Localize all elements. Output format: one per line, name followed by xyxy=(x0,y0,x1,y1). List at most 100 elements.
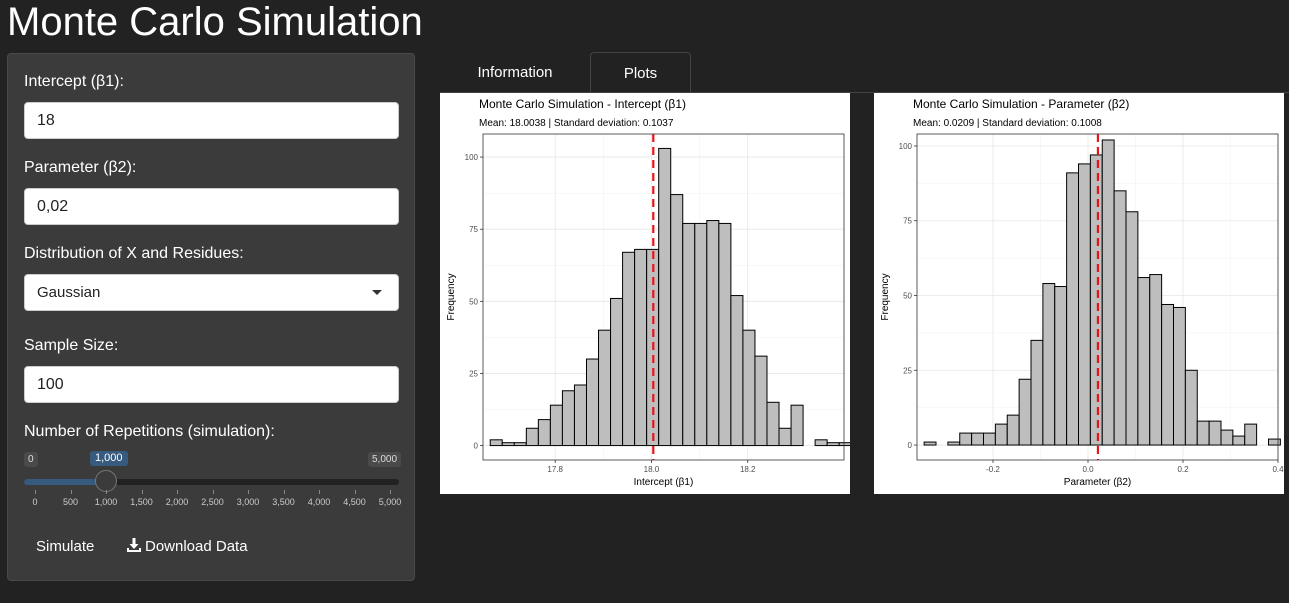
slider-tick-label: 2,000 xyxy=(165,497,189,507)
sidebar-panel: Intercept (β1): 18 Parameter (β2): 0,02 … xyxy=(7,53,415,581)
slider-max-badge: 5,000 xyxy=(368,452,402,467)
histogram-bar xyxy=(489,439,503,447)
slider-tick-label: 4,500 xyxy=(343,497,366,507)
histogram-bar xyxy=(610,297,624,447)
histogram-bar xyxy=(1149,274,1163,446)
chevron-down-icon xyxy=(372,290,382,295)
distribution-select[interactable]: Gaussian xyxy=(24,274,399,311)
sample-size-label: Sample Size: xyxy=(24,337,119,354)
parameter-histogram: Monte Carlo Simulation - Parameter (β2) M… xyxy=(880,97,1284,488)
histogram-bar xyxy=(838,442,850,447)
histogram-bar xyxy=(658,147,672,447)
chart-title: Monte Carlo Simulation - Intercept (β1) xyxy=(479,97,686,111)
slider-tick xyxy=(248,490,249,494)
histogram-bar xyxy=(971,432,984,446)
plot-border xyxy=(916,133,1279,461)
histogram-bar xyxy=(537,419,551,447)
histogram-bar xyxy=(994,423,1008,446)
y-tick-label: 25 xyxy=(469,369,478,378)
x-tick-label: 0.2 xyxy=(1177,465,1189,474)
histogram-bar xyxy=(1113,190,1127,446)
slider-tick-label: 500 xyxy=(62,497,79,507)
histogram-bar xyxy=(1018,378,1032,446)
histogram-bar xyxy=(1208,420,1222,446)
download-icon xyxy=(127,538,141,552)
y-tick-label: 75 xyxy=(469,225,478,234)
repetitions-slider-handle[interactable] xyxy=(95,470,117,492)
y-tick-label: 50 xyxy=(469,297,478,306)
x-tick-label: 18.2 xyxy=(740,465,756,474)
parameter-label: Parameter (β2): xyxy=(24,159,137,176)
y-axis-label: Frequency xyxy=(446,273,457,320)
histogram-bar xyxy=(501,442,515,447)
histogram-bar xyxy=(670,194,684,447)
histogram-bar xyxy=(682,222,696,447)
slider-tick-label: 1,000 xyxy=(94,497,118,507)
y-tick-label: 0 xyxy=(474,442,479,451)
x-tick-label: -0.2 xyxy=(986,465,1000,474)
slider-tick xyxy=(141,490,143,494)
histogram-bar xyxy=(923,441,937,446)
sample-size-input[interactable]: 100 xyxy=(24,366,399,403)
slider-tick-label: 0 xyxy=(32,497,38,507)
x-tick-label: 0.0 xyxy=(1082,465,1094,474)
histogram-bar xyxy=(549,404,563,447)
intercept-histogram-plot: Monte Carlo Simulation - Intercept (β1) M… xyxy=(440,93,850,494)
slider-tick xyxy=(354,490,356,494)
histogram-bar xyxy=(1006,414,1020,446)
histogram-bar xyxy=(718,222,732,447)
histogram-bar xyxy=(1101,139,1115,446)
histogram-bar xyxy=(573,384,587,447)
histogram-bar xyxy=(742,329,756,447)
tab-information[interactable]: Information xyxy=(477,64,553,81)
histogram-bar xyxy=(706,220,720,447)
x-axis-label: Parameter (β2) xyxy=(1064,477,1131,488)
histogram-bar xyxy=(634,248,648,447)
x-tick-label: 18.0 xyxy=(644,465,660,474)
chart-title: Monte Carlo Simulation - Parameter (β2) xyxy=(913,97,1129,111)
histogram-bar xyxy=(730,295,744,447)
repetitions-slider-fill xyxy=(24,479,106,485)
histogram-bar xyxy=(766,401,780,447)
simulate-button[interactable]: Simulate xyxy=(36,538,95,555)
slider-tick xyxy=(70,490,72,494)
histogram-bar xyxy=(1184,369,1198,446)
histogram-bar xyxy=(1161,303,1174,446)
x-axis-label: Intercept (β1) xyxy=(634,477,694,488)
histogram-bar xyxy=(826,442,840,447)
chart-subtitle: Mean: 18.0038 | Standard deviation: 0.10… xyxy=(479,118,674,129)
y-tick-label: 75 xyxy=(903,217,912,226)
histogram-bar xyxy=(814,439,828,447)
histogram-bar xyxy=(1137,277,1151,446)
slider-min-badge: 0 xyxy=(24,452,38,467)
histogram-bar xyxy=(525,427,539,447)
download-data-button[interactable]: Download Data xyxy=(126,530,248,564)
histogram-bar xyxy=(585,358,600,447)
repetitions-slider-track[interactable] xyxy=(24,479,399,485)
slider-tick xyxy=(106,490,107,494)
intercept-input[interactable]: 18 xyxy=(24,102,399,139)
slider-tick-label: 2,500 xyxy=(201,497,224,507)
slider-tick-label: 1,500 xyxy=(130,497,153,507)
slider-tick xyxy=(177,490,178,494)
tab-plots[interactable]: Plots xyxy=(590,52,691,93)
slider-tick xyxy=(390,490,391,494)
histogram-bar xyxy=(622,251,636,447)
slider-tick xyxy=(319,490,320,494)
x-tick-label: 0.4 xyxy=(1272,465,1284,474)
tab-divider xyxy=(440,92,1289,93)
intercept-histogram: Monte Carlo Simulation - Intercept (β1) M… xyxy=(446,97,850,488)
y-axis-label: Frequency xyxy=(880,273,891,320)
slider-tick-label: 5,000 xyxy=(378,497,402,507)
chart-subtitle: Mean: 0.0209 | Standard deviation: 0.100… xyxy=(913,118,1102,129)
repetitions-label: Number of Repetitions (simulation): xyxy=(24,423,275,440)
histogram-bar xyxy=(1089,154,1103,446)
histogram-bar xyxy=(1232,435,1246,446)
intercept-label: Intercept (β1): xyxy=(24,73,124,90)
parameter-input[interactable]: 0,02 xyxy=(24,188,399,225)
slider-tick-label: 4,000 xyxy=(307,497,331,507)
distribution-selected-value: Gaussian xyxy=(37,284,101,301)
y-tick-label: 0 xyxy=(908,441,913,450)
histogram-bar xyxy=(1054,286,1068,446)
histogram-bar xyxy=(1244,423,1258,446)
